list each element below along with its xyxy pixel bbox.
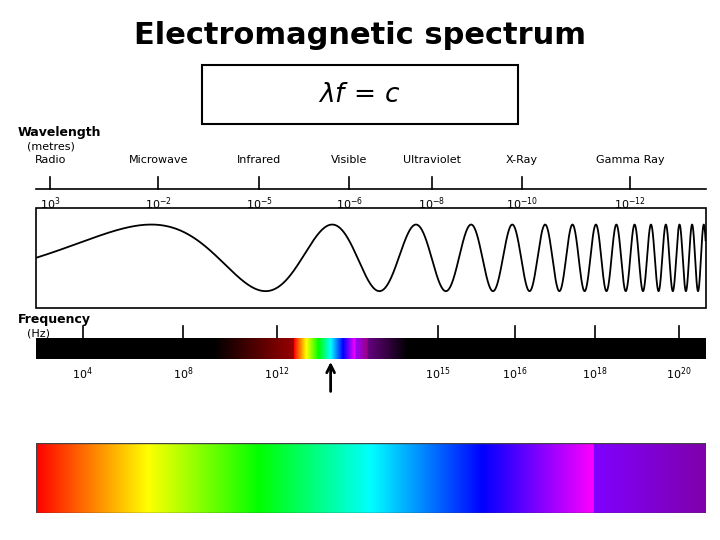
- Text: 10$^{-6}$: 10$^{-6}$: [336, 195, 363, 212]
- Text: Microwave: Microwave: [129, 154, 188, 165]
- Text: Gamma Ray: Gamma Ray: [595, 154, 665, 165]
- Text: Wavelength: Wavelength: [18, 126, 102, 139]
- Text: 10$^{-12}$: 10$^{-12}$: [614, 195, 646, 212]
- Text: 10$^{3}$: 10$^{3}$: [40, 195, 60, 212]
- Text: 10$^{-2}$: 10$^{-2}$: [145, 195, 172, 212]
- Bar: [36, 208, 706, 308]
- Text: 10$^{8}$: 10$^{8}$: [173, 366, 194, 382]
- Text: 10$^{12}$: 10$^{12}$: [264, 366, 289, 382]
- Text: Infrared: Infrared: [237, 154, 282, 165]
- Text: Ultraviolet: Ultraviolet: [403, 154, 461, 165]
- Text: $\lambda$$f\,=\,$c: $\lambda$$f\,=\,$c: [318, 82, 402, 107]
- Text: 10$^{18}$: 10$^{18}$: [582, 366, 608, 382]
- Text: 10$^{15}$: 10$^{15}$: [425, 366, 451, 382]
- Text: 10$^{20}$: 10$^{20}$: [666, 366, 692, 382]
- Text: 10$^{4}$: 10$^{4}$: [73, 366, 94, 382]
- Text: Visible: Visible: [331, 154, 367, 165]
- Text: 10$^{-10}$: 10$^{-10}$: [506, 195, 538, 212]
- Text: (Hz): (Hz): [27, 328, 50, 338]
- Bar: [202, 65, 518, 124]
- Text: Radio: Radio: [35, 154, 66, 165]
- Text: (metres): (metres): [27, 142, 75, 152]
- Text: Electromagnetic spectrum: Electromagnetic spectrum: [134, 21, 586, 50]
- Text: 10$^{-5}$: 10$^{-5}$: [246, 195, 273, 212]
- Text: Frequency: Frequency: [18, 313, 91, 326]
- Text: X-Ray: X-Ray: [506, 154, 538, 165]
- Text: 10$^{-8}$: 10$^{-8}$: [418, 195, 446, 212]
- Text: 10$^{16}$: 10$^{16}$: [502, 366, 528, 382]
